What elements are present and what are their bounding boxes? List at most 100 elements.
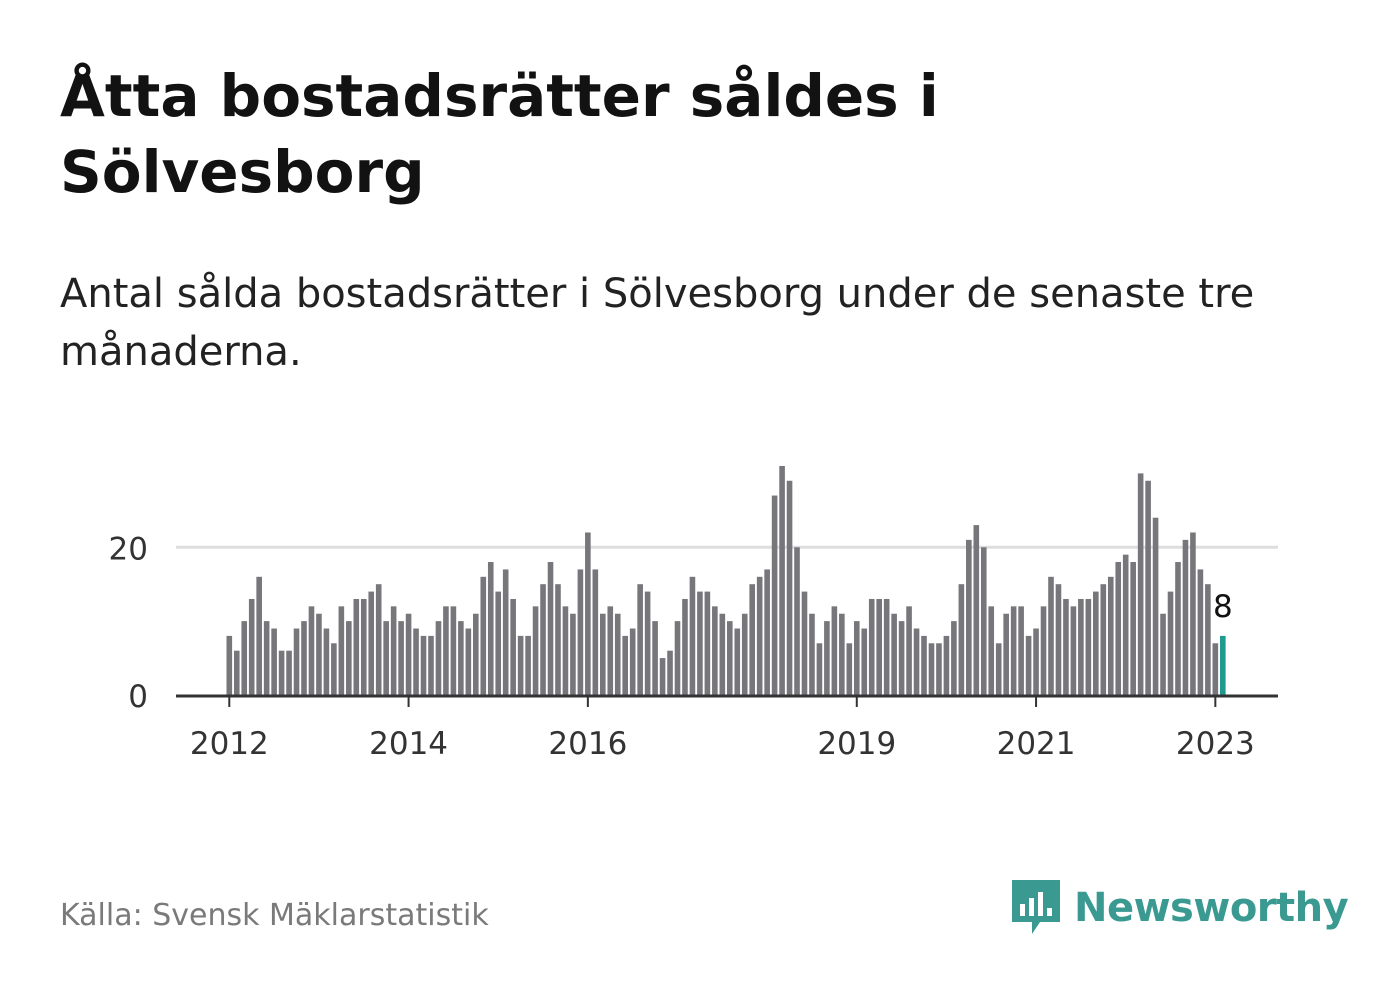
bar bbox=[540, 584, 546, 695]
bar bbox=[278, 650, 285, 695]
bar bbox=[1055, 584, 1062, 695]
bar bbox=[786, 480, 793, 695]
bar bbox=[271, 628, 277, 695]
bar bbox=[562, 606, 569, 695]
bar bbox=[652, 621, 658, 695]
bar bbox=[876, 598, 882, 695]
bar bbox=[771, 495, 778, 695]
bar bbox=[555, 584, 561, 695]
bar bbox=[1078, 598, 1084, 695]
bar bbox=[853, 621, 860, 695]
bar bbox=[913, 628, 920, 695]
bar bbox=[390, 606, 397, 695]
bar bbox=[502, 569, 509, 695]
bar bbox=[360, 598, 367, 695]
bar bbox=[248, 598, 255, 695]
bar bbox=[383, 621, 389, 695]
bar bbox=[338, 606, 345, 695]
bar bbox=[1107, 576, 1114, 695]
bar bbox=[450, 606, 457, 695]
bar bbox=[547, 562, 554, 695]
bar bbox=[1070, 606, 1077, 695]
bar bbox=[600, 613, 606, 695]
bar bbox=[1152, 517, 1159, 695]
bar bbox=[936, 643, 942, 695]
bars bbox=[226, 466, 1226, 695]
bar bbox=[375, 584, 382, 695]
bar bbox=[1175, 562, 1181, 695]
bar bbox=[1145, 480, 1151, 695]
bar bbox=[585, 532, 591, 695]
bar bbox=[667, 650, 673, 695]
bar bbox=[308, 606, 315, 695]
bar bbox=[1122, 554, 1129, 695]
bar bbox=[1040, 606, 1047, 695]
bar bbox=[607, 606, 614, 695]
bar bbox=[928, 643, 935, 695]
bar bbox=[428, 635, 434, 695]
bar bbox=[741, 613, 748, 695]
bar bbox=[458, 621, 464, 695]
bar bbox=[495, 591, 502, 695]
bar bbox=[420, 635, 427, 695]
brand-name: Newsworthy bbox=[1074, 885, 1349, 931]
bar bbox=[577, 569, 584, 695]
bar bbox=[629, 628, 636, 695]
chart-title: Åtta bostadsrätter såldes i Sölvesborg bbox=[60, 62, 939, 206]
bar bbox=[846, 643, 853, 695]
bar bbox=[719, 613, 726, 695]
bar bbox=[443, 606, 449, 695]
y-tick-label: 20 bbox=[109, 531, 148, 567]
bar bbox=[622, 635, 629, 695]
bar bbox=[674, 621, 681, 695]
bar bbox=[510, 598, 516, 695]
bar bbox=[734, 628, 741, 695]
y-tick-label: 0 bbox=[128, 679, 148, 715]
bar bbox=[405, 613, 412, 695]
bar bbox=[1010, 606, 1017, 695]
bar bbox=[779, 466, 785, 695]
x-tick-label: 2012 bbox=[190, 726, 269, 762]
bar bbox=[712, 606, 718, 695]
bar bbox=[898, 621, 905, 695]
bar bbox=[301, 621, 307, 695]
bar bbox=[517, 635, 524, 695]
bar bbox=[323, 628, 330, 695]
bar bbox=[966, 539, 972, 695]
annotations: 8 bbox=[1213, 589, 1233, 625]
bar bbox=[525, 635, 531, 695]
bar bbox=[726, 621, 733, 695]
bar bbox=[1130, 562, 1136, 695]
bar bbox=[473, 613, 479, 695]
bar bbox=[794, 547, 800, 695]
bar bbox=[958, 584, 965, 695]
bar bbox=[995, 643, 1002, 695]
y-axis-ticks: 0 20 bbox=[109, 531, 148, 715]
bar bbox=[697, 591, 703, 695]
bar bbox=[614, 613, 621, 695]
bar bbox=[1190, 532, 1196, 695]
bar bbox=[256, 576, 262, 695]
bar bbox=[413, 628, 419, 695]
bar bbox=[570, 613, 576, 695]
bar bbox=[398, 621, 404, 695]
bar bbox=[816, 643, 823, 695]
bar bbox=[1063, 598, 1069, 695]
bar bbox=[943, 635, 950, 695]
bar bbox=[592, 569, 599, 695]
bar bbox=[1197, 569, 1204, 695]
bar bbox=[1048, 576, 1054, 695]
bar bbox=[824, 621, 830, 695]
bar bbox=[435, 621, 442, 695]
bar bbox=[465, 628, 472, 695]
bar bbox=[316, 613, 322, 695]
bar bbox=[368, 591, 375, 695]
bar bbox=[263, 621, 270, 695]
bar-chart: 0 20 2012 2014 2016 2019 2021 2023 8 bbox=[109, 466, 1278, 762]
newsworthy-logo-icon bbox=[1012, 880, 1060, 934]
bar bbox=[988, 606, 995, 695]
bar bbox=[749, 584, 755, 695]
chart-subtitle: Antal sålda bostadsrätter i Sölvesborg u… bbox=[60, 271, 1255, 375]
x-axis-ticks: 2012 2014 2016 2019 2021 2023 bbox=[190, 697, 1255, 762]
bar bbox=[1182, 539, 1189, 695]
